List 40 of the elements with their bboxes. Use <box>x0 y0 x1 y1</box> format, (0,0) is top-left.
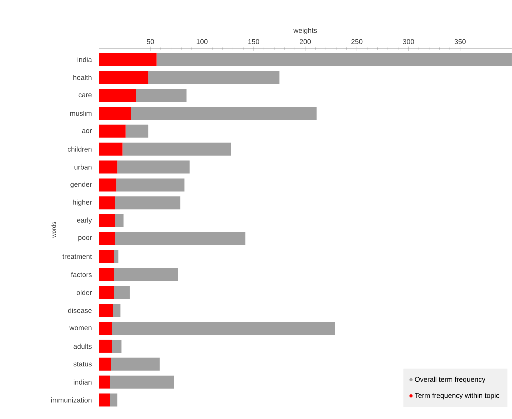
bar <box>116 214 124 228</box>
bar <box>131 107 317 120</box>
bar <box>118 160 190 174</box>
bar <box>99 286 114 300</box>
bar <box>148 71 280 84</box>
bar <box>99 340 112 353</box>
bar <box>99 124 126 138</box>
bar <box>99 394 110 407</box>
bar <box>99 178 117 192</box>
bar <box>114 250 119 264</box>
bar <box>99 71 149 84</box>
bar <box>99 322 112 336</box>
bar <box>99 358 112 371</box>
bar <box>111 358 160 371</box>
bar <box>99 142 123 156</box>
bar <box>116 232 246 246</box>
bar <box>99 160 118 174</box>
bar <box>122 142 232 156</box>
bar <box>99 53 157 66</box>
bar <box>156 53 512 66</box>
bar <box>126 124 149 138</box>
bar <box>99 304 114 318</box>
bar <box>116 178 185 192</box>
bar <box>99 107 132 120</box>
bar <box>114 268 179 282</box>
bar <box>116 196 181 210</box>
bar <box>99 214 116 228</box>
bar <box>99 376 110 389</box>
bar <box>99 250 114 264</box>
bar <box>99 232 116 246</box>
bar <box>99 196 116 210</box>
bar <box>112 340 122 353</box>
bar <box>110 376 174 389</box>
bar <box>114 286 130 300</box>
bar <box>99 89 136 102</box>
bar <box>110 394 118 407</box>
bar <box>136 89 187 102</box>
bar <box>99 268 114 282</box>
bar <box>112 322 336 336</box>
bar <box>113 304 121 318</box>
